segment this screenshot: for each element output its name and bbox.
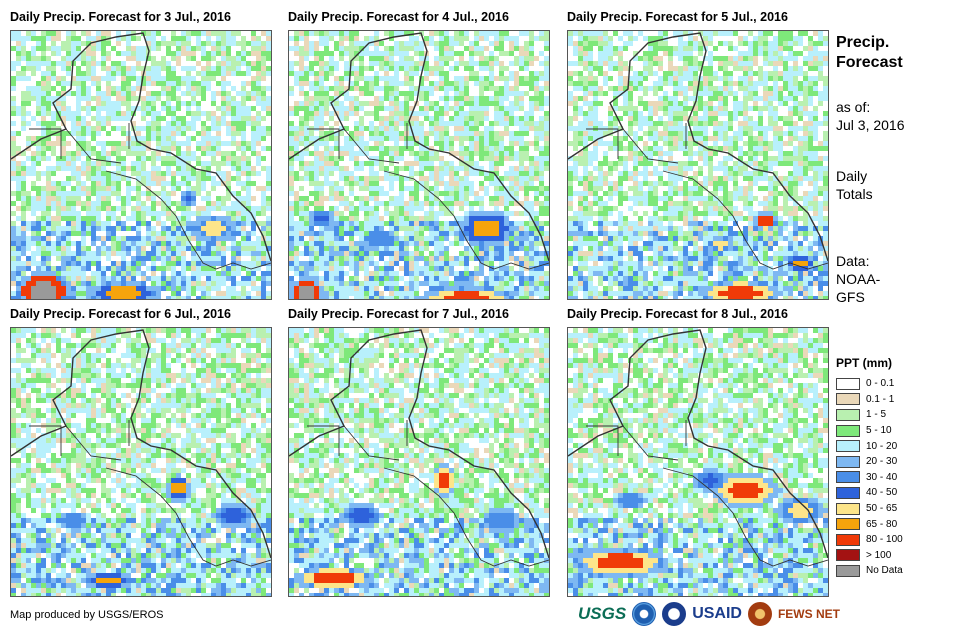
- daily-label: Daily: [836, 168, 868, 184]
- legend-label: 30 - 40: [866, 471, 898, 483]
- panel-title-4: Daily Precip. Forecast for 6 Jul., 2016: [10, 307, 231, 321]
- legend-swatch: [836, 424, 860, 437]
- panel-title-5: Daily Precip. Forecast for 7 Jul., 2016: [288, 307, 509, 321]
- noaa-logo-icon: [632, 602, 657, 626]
- precip-map-4: [11, 328, 271, 596]
- legend-item: 40 - 50: [836, 485, 903, 501]
- legend-swatch: [836, 440, 860, 453]
- legend-label: 65 - 80: [866, 518, 898, 530]
- usaid-seal-icon: [662, 602, 687, 626]
- fews-net-logo: FEWS NET: [777, 607, 840, 621]
- data-source: Data: NOAA- GFS: [836, 252, 880, 306]
- country-borders: [586, 123, 828, 270]
- legend-swatch: [836, 408, 860, 421]
- legend-rows: 0 - 0.1 0.1 - 1 1 - 5 5 - 10 10 - 20 20 - 30 3…: [836, 376, 903, 579]
- country-borders: [307, 420, 549, 567]
- usaid-logo: USAID: [692, 605, 742, 622]
- legend-item: 20 - 30: [836, 454, 903, 470]
- legend-item: No Data: [836, 563, 903, 579]
- data-source-line1: NOAA-: [836, 271, 881, 287]
- legend-label: 10 - 20: [866, 440, 898, 452]
- map-panel-3: [567, 30, 829, 300]
- legend-label: 1 - 5: [866, 409, 887, 421]
- ppt-legend: PPT (mm) 0 - 0.1 0.1 - 1 1 - 5 5 - 10 10 - 2…: [836, 356, 903, 579]
- map-panel-5: [288, 327, 550, 597]
- legend-label: 0 - 0.1: [866, 378, 895, 390]
- legend-swatch: [836, 471, 860, 484]
- legend-swatch: [836, 518, 860, 531]
- country-borders: [586, 420, 828, 567]
- map-panel-2: [288, 30, 550, 300]
- precip-map-3: [568, 31, 828, 299]
- precip-map-6: [568, 328, 828, 596]
- legend-item: 80 - 100: [836, 532, 903, 548]
- legend-label: 40 - 50: [866, 487, 898, 499]
- precip-map-1: [11, 31, 271, 299]
- data-source-line2: GFS: [836, 289, 865, 305]
- legend-label: > 100: [866, 549, 892, 561]
- map-panel-1: [10, 30, 272, 300]
- legend-swatch: [836, 393, 860, 406]
- panel-title-1: Daily Precip. Forecast for 3 Jul., 2016: [10, 10, 231, 24]
- precip-map-5: [289, 328, 549, 596]
- usgs-logo: USGS: [578, 604, 627, 623]
- legend-item: 0 - 0.1: [836, 376, 903, 392]
- fews-net-globe-icon: [747, 602, 772, 626]
- panel-title-3: Daily Precip. Forecast for 5 Jul., 2016: [567, 10, 788, 24]
- legend-item: 50 - 65: [836, 501, 903, 517]
- legend-label: No Data: [866, 565, 903, 577]
- legend-label: 5 - 10: [866, 425, 892, 437]
- legend-item: 0.1 - 1: [836, 392, 903, 408]
- legend-swatch: [836, 455, 860, 468]
- legend-title: PPT (mm): [836, 356, 893, 370]
- legend-label: 20 - 30: [866, 456, 898, 468]
- daily-totals-label: Daily Totals: [836, 167, 873, 203]
- legend-swatch: [836, 486, 860, 499]
- legend-swatch: [836, 549, 860, 562]
- forecast-title-line2: Forecast: [836, 54, 903, 71]
- legend-item: 30 - 40: [836, 470, 903, 486]
- as-of-value: Jul 3, 2016: [836, 117, 905, 133]
- country-borders: [307, 123, 549, 270]
- panel-title-2: Daily Precip. Forecast for 4 Jul., 2016: [288, 10, 509, 24]
- legend-item: 65 - 80: [836, 516, 903, 532]
- coastline: [289, 329, 549, 559]
- country-borders: [29, 420, 271, 567]
- precip-map-2: [289, 31, 549, 299]
- legend-swatch: [836, 377, 860, 390]
- panel-title-6: Daily Precip. Forecast for 8 Jul., 2016: [567, 307, 788, 321]
- partner-logos: USGS USAID FEWS NET: [578, 602, 840, 626]
- country-borders: [29, 123, 271, 270]
- legend-label: 80 - 100: [866, 534, 903, 546]
- data-label: Data:: [836, 253, 870, 269]
- forecast-title: Precip. Forecast: [836, 33, 903, 73]
- legend-item: > 100: [836, 548, 903, 564]
- legend-item: 1 - 5: [836, 407, 903, 423]
- as-of-date: as of: Jul 3, 2016: [836, 98, 905, 134]
- legend-swatch: [836, 564, 860, 577]
- legend-label: 0.1 - 1: [866, 393, 895, 405]
- coastline: [11, 329, 271, 559]
- legend-swatch: [836, 502, 860, 515]
- as-of-label: as of:: [836, 99, 871, 115]
- legend-label: 50 - 65: [866, 503, 898, 515]
- forecast-title-line1: Precip.: [836, 34, 890, 51]
- map-panel-4: [10, 327, 272, 597]
- totals-label: Totals: [836, 186, 873, 202]
- map-credit: Map produced by USGS/EROS: [10, 609, 164, 621]
- coastline: [289, 32, 549, 262]
- map-panel-6: [567, 327, 829, 597]
- coastline: [568, 329, 828, 559]
- legend-swatch: [836, 533, 860, 546]
- legend-item: 10 - 20: [836, 438, 903, 454]
- legend-item: 5 - 10: [836, 423, 903, 439]
- coastline: [11, 32, 271, 262]
- coastline: [568, 32, 828, 262]
